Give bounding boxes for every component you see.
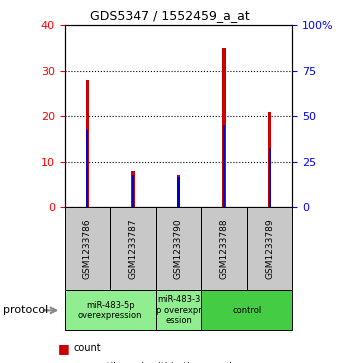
Bar — [86, 130, 88, 207]
Text: GSM1233787: GSM1233787 — [129, 218, 137, 279]
Bar — [86, 80, 89, 207]
Text: count: count — [73, 343, 101, 354]
Text: control: control — [232, 306, 261, 315]
Bar — [177, 175, 180, 207]
Text: miR-483-5p
overexpression: miR-483-5p overexpression — [78, 301, 142, 320]
Bar — [222, 48, 226, 207]
Bar — [131, 171, 135, 207]
Bar — [269, 148, 271, 207]
Text: GSM1233786: GSM1233786 — [83, 218, 92, 279]
Bar — [223, 125, 225, 207]
Text: GDS5347 / 1552459_a_at: GDS5347 / 1552459_a_at — [90, 9, 250, 22]
Text: miR-483-3
p overexpr
ession: miR-483-3 p overexpr ession — [156, 295, 201, 325]
Bar — [177, 178, 180, 207]
Bar — [268, 112, 271, 207]
Text: protocol: protocol — [3, 305, 49, 315]
Text: percentile rank within the sample: percentile rank within the sample — [73, 362, 238, 363]
Text: GSM1233790: GSM1233790 — [174, 218, 183, 279]
Bar — [132, 175, 134, 207]
Text: GSM1233788: GSM1233788 — [220, 218, 228, 279]
Text: ■: ■ — [58, 360, 70, 363]
Text: ■: ■ — [58, 342, 70, 355]
Text: GSM1233789: GSM1233789 — [265, 218, 274, 279]
